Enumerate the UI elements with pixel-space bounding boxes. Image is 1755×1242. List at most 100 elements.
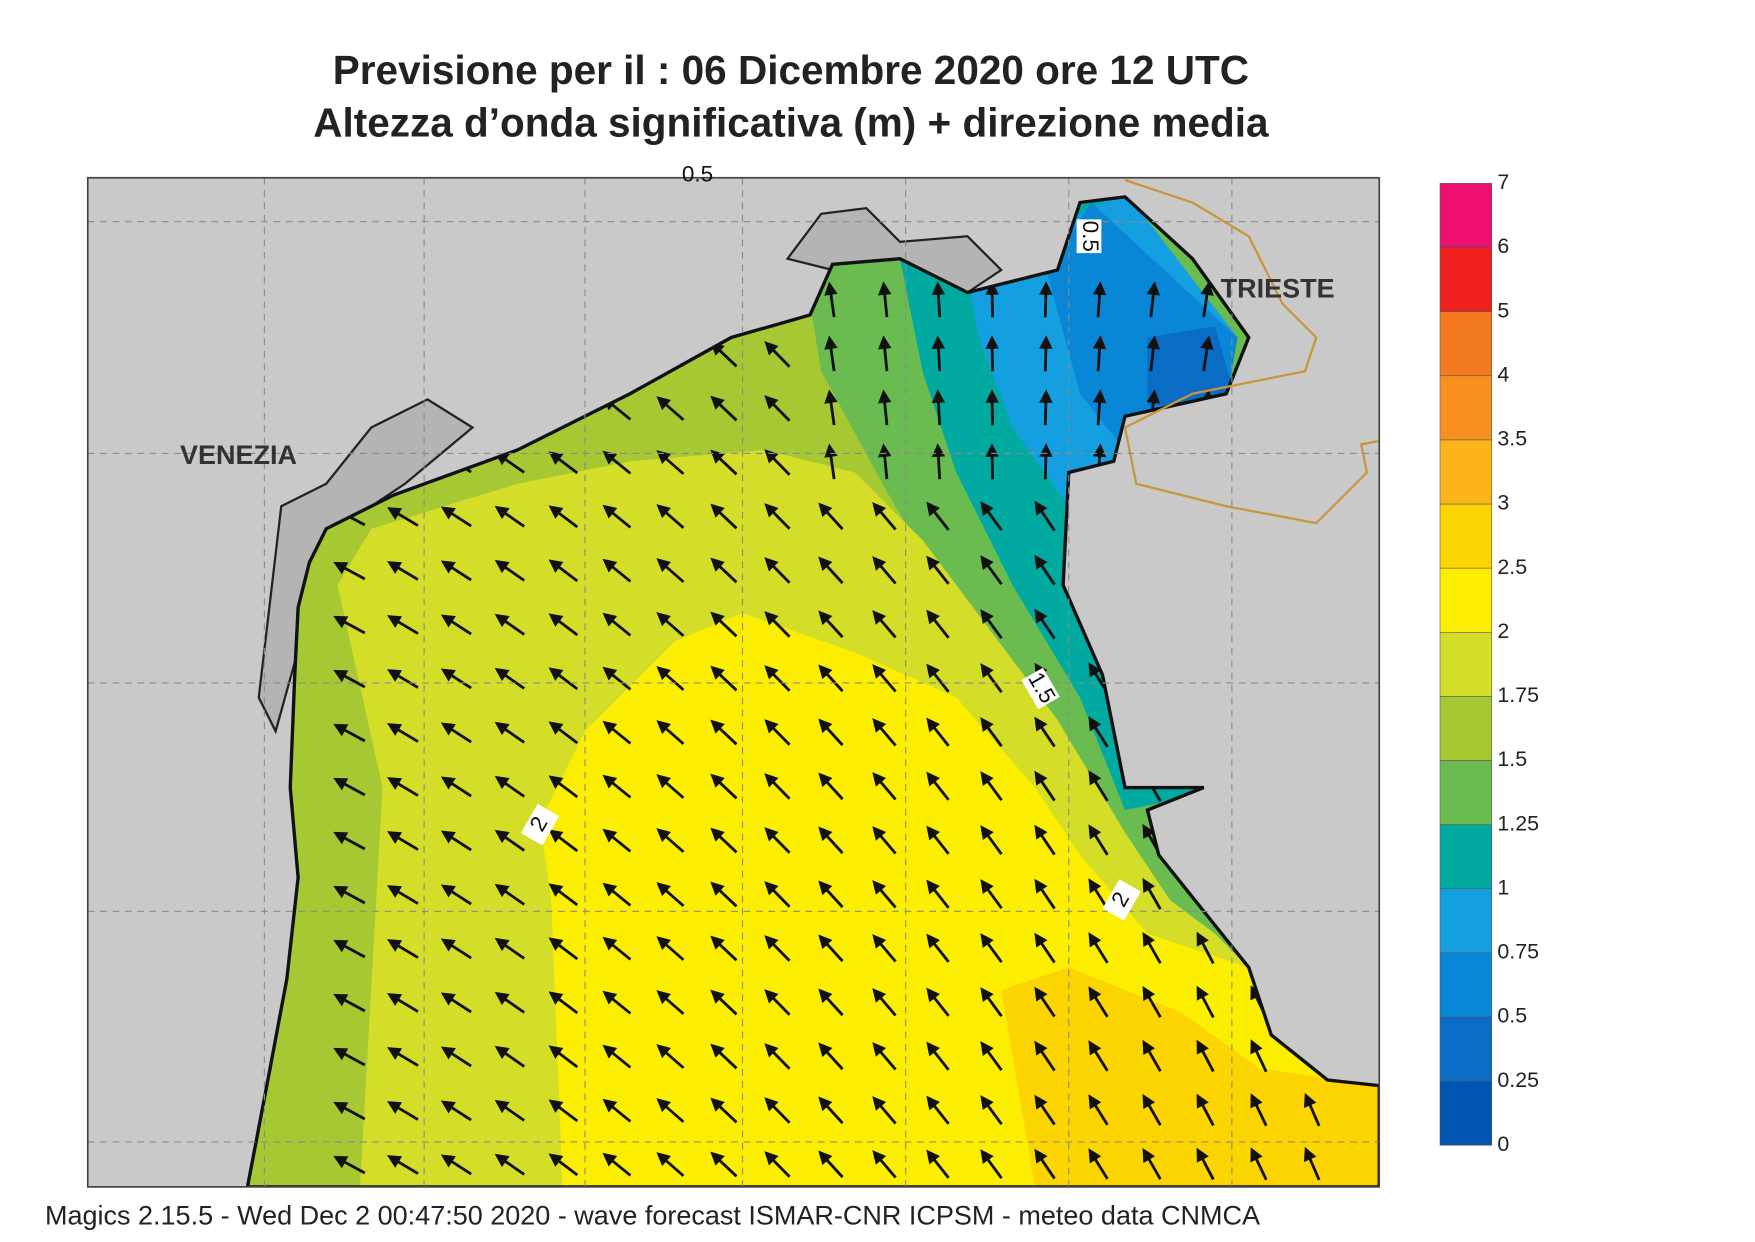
arrow-head (602, 504, 618, 519)
arrow-head (1088, 662, 1102, 678)
arrow-head (926, 663, 940, 679)
arrow-head (440, 884, 456, 898)
arrow-head (1034, 770, 1048, 786)
arrow-head (1303, 1092, 1317, 1108)
arrow-head (440, 992, 456, 1006)
arrow-head (548, 559, 564, 573)
arrow-head (818, 826, 833, 842)
arrow-head (980, 1041, 994, 1057)
colorbar-swatch (1439, 696, 1493, 761)
arrow-head (931, 281, 946, 296)
arrow-head (548, 451, 564, 465)
arrow-head (1142, 877, 1156, 893)
arrow-head (1088, 770, 1102, 786)
arrow-head (1039, 335, 1053, 349)
subtitle: Altezza d’onda significativa (m) + direz… (313, 100, 1269, 146)
arrow-head (1088, 1148, 1102, 1164)
arrow-head (1088, 824, 1102, 840)
arrow-head (333, 1155, 349, 1169)
arrow-head (710, 503, 725, 518)
colorbar-swatch (1439, 1016, 1493, 1082)
arrow-head (1146, 389, 1161, 404)
arrow-head (926, 987, 940, 1003)
arrow-head (710, 1043, 725, 1058)
arrow-head (440, 1100, 456, 1114)
arrow-head (440, 560, 456, 574)
arrow-head (710, 881, 725, 896)
arrow-head (926, 933, 940, 949)
label-box (1021, 667, 1060, 710)
colorbar-tick-label: 0.5 (1497, 1004, 1527, 1028)
arrow-head (333, 561, 349, 575)
arrow-head (656, 612, 671, 627)
arrow-head (1039, 281, 1053, 295)
arrow-head (877, 335, 892, 350)
arrow-head (926, 501, 940, 517)
colorbar-swatch (1439, 567, 1493, 633)
arrow-head (980, 825, 994, 841)
arrow-head (656, 396, 671, 411)
arrow-head (1088, 1094, 1102, 1110)
arrow-head (1142, 823, 1156, 839)
arrow-head (333, 993, 349, 1007)
colorbar-tick-label: 0.75 (1497, 940, 1539, 964)
arrow-head (1303, 1146, 1317, 1162)
arrow-head (1146, 281, 1161, 296)
arrow-head (818, 1150, 833, 1166)
arrow-head (440, 614, 456, 628)
arrow-head (1200, 335, 1214, 350)
arrow-head (656, 990, 671, 1005)
arrow-head (494, 829, 510, 844)
arrow-head (494, 1099, 510, 1114)
arrow-head (764, 557, 779, 572)
arrow-head (494, 937, 510, 952)
arrow-head (1034, 878, 1048, 894)
arrow-head (602, 1152, 618, 1167)
arrow-head (333, 615, 349, 629)
arrow-head (333, 723, 349, 737)
colorbar-tick-label: 3.5 (1497, 427, 1527, 451)
arrow-head (764, 935, 779, 950)
footer: Magics 2.15.5 - Wed Dec 2 00:47:50 2020 … (45, 1200, 1260, 1230)
label-box (1102, 879, 1141, 921)
arrow-head (926, 555, 940, 571)
arrow-head (764, 503, 779, 518)
arrow-head (980, 501, 994, 517)
arrow-head (440, 830, 456, 844)
arrow-head (1250, 1147, 1263, 1163)
contour-text: 0.5 (682, 161, 713, 186)
arrow-head (926, 609, 940, 625)
arrow-head (1034, 1148, 1048, 1164)
arrow-head (548, 1153, 564, 1167)
map-frame (86, 176, 1381, 1188)
arrow-head (926, 1149, 940, 1165)
colorbar-tick-label: 7 (1497, 170, 1509, 194)
arrow-head (824, 281, 838, 296)
arrow-head (1196, 931, 1209, 947)
arrow-head (764, 665, 779, 680)
arrow-head (877, 389, 892, 404)
contour-label: 0.5 (1076, 219, 1103, 254)
arrow-head (926, 771, 940, 787)
arrow-head (494, 775, 510, 790)
arrow-head (824, 335, 838, 350)
arrow-head (980, 879, 994, 895)
arrow-head (387, 561, 403, 574)
arrow-head (818, 772, 833, 788)
arrow-head (1034, 500, 1048, 516)
map (87, 177, 1380, 1187)
colorbar-tick-label: 0 (1497, 1132, 1509, 1156)
arrow-head (1034, 716, 1048, 732)
contour-label: 0.5 (682, 161, 713, 186)
arrow-head (710, 827, 725, 842)
arrow-head (710, 665, 725, 680)
arrow-head (1088, 1040, 1102, 1056)
arrow-head (1092, 335, 1107, 350)
arrow-head (1146, 335, 1161, 350)
arrow-head (656, 720, 671, 735)
arrow-head (710, 611, 725, 626)
arrow-head (931, 335, 946, 350)
arrow-head (656, 504, 671, 519)
arrow-head (872, 556, 887, 571)
arrow-head (818, 664, 833, 680)
